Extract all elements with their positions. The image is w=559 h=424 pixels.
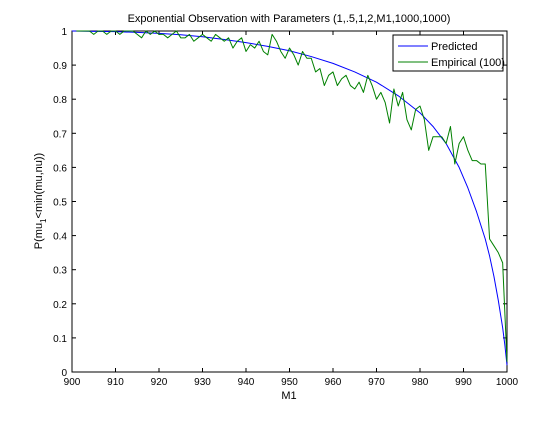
legend-label-empirical: Empirical (100)	[431, 57, 505, 69]
plot-lines	[71, 30, 508, 366]
y-tick-label: 0.9	[53, 61, 67, 72]
y-tick-label: 0.8	[53, 95, 67, 106]
y-tick-label: 0	[61, 368, 67, 379]
x-tick-label: 980	[412, 377, 429, 388]
y-tick-label: 0.6	[53, 163, 67, 174]
plot-area	[71, 30, 508, 373]
legend-box	[392, 34, 504, 72]
y-axis: 0 0.1 0.2 0.3 0.4 0.5 0.6 0.7 0.8 0.9 1	[53, 27, 507, 379]
x-tick-label: 900	[64, 377, 81, 388]
x-axis-label: M1	[281, 390, 296, 402]
y-tick-label: 0.3	[53, 266, 67, 277]
y-tick-label: 0.7	[53, 129, 67, 140]
x-tick-label: 960	[325, 377, 342, 388]
y-tick-label: 0.4	[53, 232, 67, 243]
y-axis-label-rest: <min(mu,nu))	[33, 153, 45, 219]
y-axis-label-subscript: 1	[39, 218, 48, 223]
x-tick-label: 950	[281, 377, 298, 388]
x-tick-label: 990	[455, 377, 472, 388]
legend: Predicted Empirical (100)	[392, 34, 505, 72]
x-tick-label: 910	[107, 377, 124, 388]
legend-label-predicted: Predicted	[431, 41, 477, 53]
x-tick-label: 1000	[496, 377, 519, 388]
y-axis-label: P(mu1<min(mu,nu))	[33, 153, 48, 249]
y-tick-label: 0.1	[53, 334, 67, 345]
series-line-predicted	[71, 30, 508, 366]
x-tick-label: 920	[151, 377, 168, 388]
y-axis-label-main: P(mu	[33, 223, 45, 249]
y-tick-label: 0.5	[53, 198, 67, 209]
y-tick-label: 1	[61, 27, 67, 38]
y-tick-label: 0.2	[53, 300, 67, 311]
x-tick-label: 970	[368, 377, 385, 388]
x-tick-label: 940	[238, 377, 255, 388]
x-axis: 900 910 920 930 940 950 960 970 980 990 1000	[64, 31, 519, 388]
x-tick-label: 930	[194, 377, 211, 388]
series-line-empirical	[76, 30, 508, 362]
chart-title: Exponential Observation with Parameters …	[128, 13, 451, 25]
